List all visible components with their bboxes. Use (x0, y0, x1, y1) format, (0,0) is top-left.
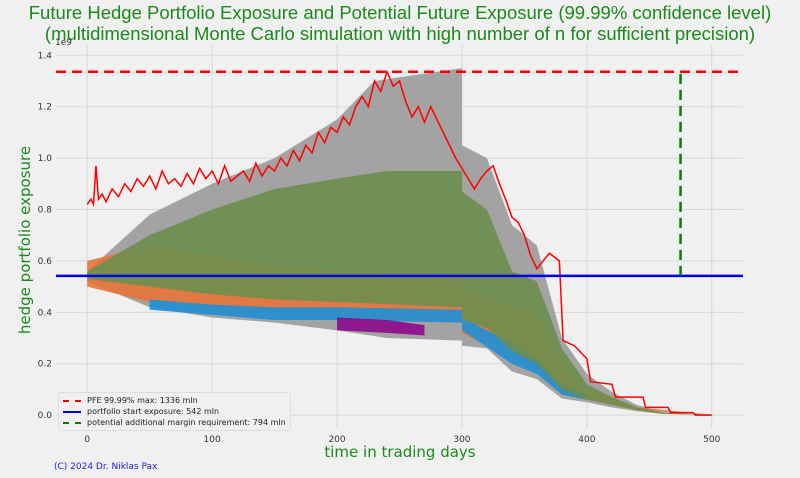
x-tick-label: 300 (453, 435, 470, 445)
y-axis-label: hedge portfolio exposure (16, 146, 34, 334)
y-tick-label: 0.6 (38, 257, 53, 267)
copyright-credit: (C) 2024 Dr. Niklas Pax (54, 462, 158, 472)
x-tick-label: 100 (204, 435, 221, 445)
y-tick-label: 0.4 (38, 308, 53, 318)
legend-item-margin: potential additional margin requirement:… (63, 417, 286, 428)
y-tick-label: 0.0 (38, 411, 53, 421)
x-tick-label: 500 (703, 435, 720, 445)
legend-label: PFE 99.99% max: 1336 mln (87, 396, 198, 405)
legend-item-start: portfolio start exposure: 542 mln (63, 406, 286, 417)
legend-label: portfolio start exposure: 542 mln (87, 407, 220, 416)
x-tick-label: 400 (578, 435, 595, 445)
y-tick-label: 1.0 (38, 154, 53, 164)
band-purple-paths (337, 317, 425, 336)
legend-swatch-green-dashed (63, 421, 81, 424)
y-tick-label: 1.2 (38, 103, 52, 113)
band-green-paths (87, 170, 712, 415)
y-tick-label: 1.4 (38, 51, 53, 61)
y-offset-label: 1e9 (55, 38, 72, 48)
legend-label: potential additional margin requirement:… (87, 418, 286, 427)
x-axis-label: time in trading days (324, 443, 475, 461)
x-tick-label: 200 (328, 435, 345, 445)
legend-swatch-red-dashed (63, 399, 81, 402)
y-tick-label: 0.2 (38, 360, 52, 370)
pfe-path-line (86, 69, 712, 416)
y-tick-label: 0.8 (38, 206, 53, 216)
x-tick-label: 0 (84, 435, 90, 445)
legend: PFE 99.99% max: 1336 mln portfolio start… (58, 392, 291, 431)
legend-swatch-blue-solid (63, 410, 81, 413)
legend-item-pfe: PFE 99.99% max: 1336 mln (63, 395, 286, 406)
chart-title-line-2: (multidimensional Monte Carlo simulation… (44, 23, 756, 44)
chart-title-line-1: Future Hedge Portfolio Exposure and Pote… (28, 2, 772, 23)
